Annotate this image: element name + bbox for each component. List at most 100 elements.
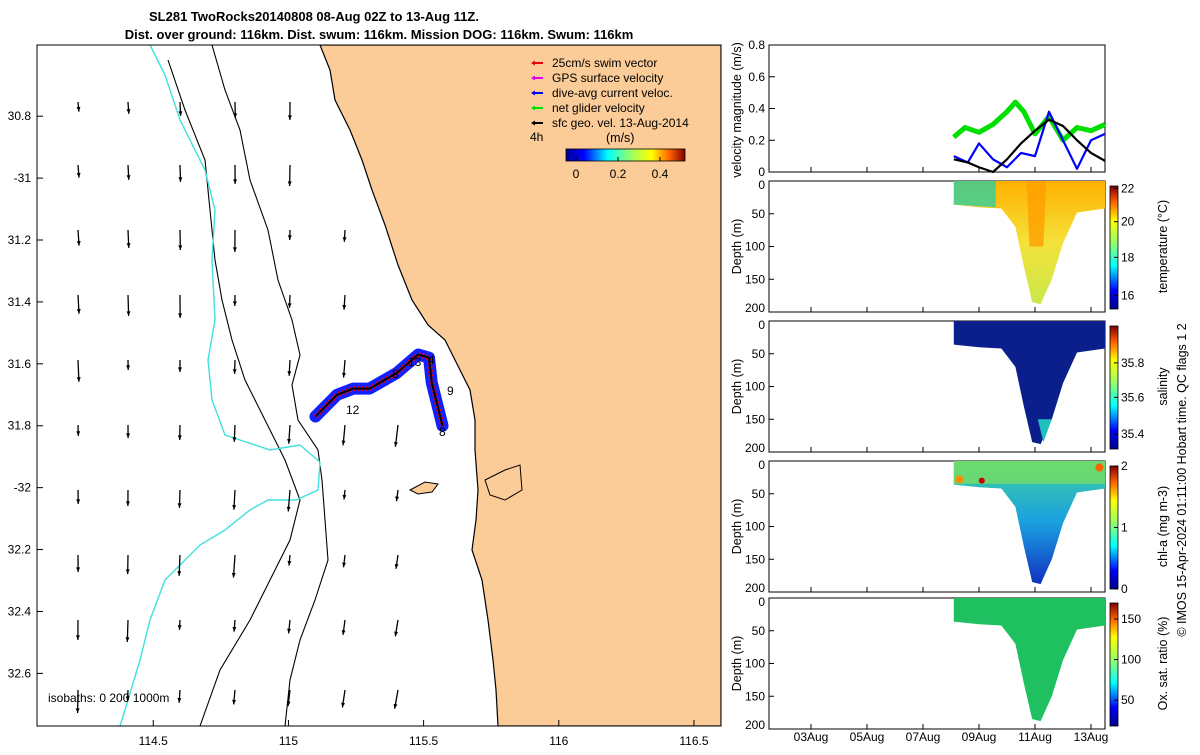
velocity-tick-label: 0.2 bbox=[748, 133, 765, 147]
track-label: 13 bbox=[408, 355, 422, 369]
section-cbar-label: chl-a (mg m-3) bbox=[1156, 486, 1170, 567]
section-y-tick-label: 50 bbox=[752, 347, 766, 361]
section-colorbar-label: 16 bbox=[1121, 288, 1135, 302]
section-y-tick-label: 150 bbox=[745, 412, 765, 426]
section-colorbar-label: 2 bbox=[1121, 459, 1128, 473]
map-y-tick-label: 30.8 bbox=[8, 109, 32, 123]
section-y-tick-label: 200 bbox=[745, 441, 765, 455]
cool-surface bbox=[954, 181, 996, 207]
section-y-tick-label: 200 bbox=[745, 718, 765, 732]
section-ylabel: Depth (m) bbox=[730, 219, 744, 275]
section-colorbar-label: 100 bbox=[1121, 653, 1141, 667]
section-colorbar-label: 150 bbox=[1121, 612, 1141, 626]
chl-high-point bbox=[979, 478, 985, 484]
section-cbar-label: Ox. sat. ratio (%) bbox=[1156, 617, 1170, 711]
map-x-tick-label: 116.5 bbox=[679, 734, 708, 748]
map-y-tick-label: 32.2 bbox=[8, 543, 32, 557]
velocity-panel: 0 0.2 0.4 0.6 0.8 velocity magnitude (m/s) bbox=[730, 38, 1105, 179]
velocity-tick-label: 0 bbox=[758, 165, 765, 179]
legend-label: net glider velocity bbox=[552, 101, 645, 115]
legend-label: dive-avg current veloc. bbox=[552, 86, 673, 100]
title-line-2: Dist. over ground: 116km. Dist. swum: 11… bbox=[125, 27, 634, 42]
section-colorbar-label: 0 bbox=[1121, 582, 1128, 596]
map-x-tick-label: 114.5 bbox=[139, 734, 168, 748]
section-y-tick-label: 0 bbox=[758, 178, 765, 192]
section-ylabel: Depth (m) bbox=[730, 359, 744, 415]
map-y-tick-label: 32.4 bbox=[8, 604, 32, 618]
map-y-tick-label: 31.6 bbox=[8, 357, 32, 371]
section-y-tick-label: 100 bbox=[745, 240, 765, 254]
speed-colorbar-label: 0.2 bbox=[610, 167, 627, 181]
velocity-tick-label: 0.4 bbox=[748, 102, 765, 116]
map-y-tick-label: 32.6 bbox=[8, 666, 32, 680]
section-y-tick-label: 200 bbox=[745, 581, 765, 595]
track-label: 9 bbox=[447, 384, 454, 398]
warm-core bbox=[1027, 181, 1047, 247]
chl-surface-layer bbox=[954, 461, 1105, 484]
time-tick-label: 09Aug bbox=[962, 730, 997, 744]
section-y-tick-label: 100 bbox=[745, 380, 765, 394]
time-tick-label: 03Aug bbox=[794, 730, 829, 744]
speed-colorbar-label: 0 bbox=[573, 167, 580, 181]
track-label: 8 bbox=[392, 367, 399, 381]
map-y-tick-label: 31.2 bbox=[8, 233, 32, 247]
section-colorbar-label: 35.4 bbox=[1121, 427, 1145, 441]
section-colorbar-label: 1 bbox=[1121, 521, 1128, 535]
section-colorbar bbox=[1110, 326, 1118, 449]
legend-item: sfc geo. vel. 13-Aug-2014 bbox=[531, 116, 689, 130]
isobaths-label: isobaths: 0 200 1000m bbox=[48, 691, 169, 705]
time-tick-label: 07Aug bbox=[906, 730, 941, 744]
map-y-tick-label: -31 bbox=[14, 171, 32, 185]
section-colorbar-label: 35.8 bbox=[1121, 356, 1145, 370]
velocity-axes bbox=[769, 45, 1105, 172]
speed-colorbar bbox=[566, 149, 685, 161]
section-ylabel: Depth (m) bbox=[730, 499, 744, 555]
section-y-tick-label: 100 bbox=[745, 657, 765, 671]
section-panel-oxygen: 0 50 100 150 200 Depth (m) 50 100 150 Ox. sat. ra… bbox=[730, 595, 1170, 732]
map-x-tick-label: 115.5 bbox=[409, 734, 438, 748]
chl-high-point bbox=[955, 475, 963, 483]
section-y-tick-label: 0 bbox=[758, 318, 765, 332]
section-y-tick-label: 150 bbox=[745, 552, 765, 566]
section-cbar-label: salinity bbox=[1156, 367, 1170, 406]
map-x-tick-label: 115 bbox=[279, 734, 298, 748]
footer-credit: © IMOS 15-Apr-2024 01:11:00 Hobart time.… bbox=[1175, 323, 1189, 636]
section-y-tick-label: 150 bbox=[745, 689, 765, 703]
section-y-tick-label: 50 bbox=[752, 207, 766, 221]
track-label: 8 bbox=[439, 425, 446, 439]
section-colorbar-label: 50 bbox=[1121, 693, 1135, 707]
velocity-tick-label: 0.8 bbox=[748, 38, 765, 52]
section-y-tick-label: 0 bbox=[758, 595, 765, 609]
legend-item: dive-avg current veloc. bbox=[531, 86, 673, 100]
map-y-tick-label: 31.4 bbox=[8, 295, 32, 309]
chl-high-point bbox=[1095, 464, 1103, 472]
section-y-tick-label: 50 bbox=[752, 487, 766, 501]
section-y-tick-label: 0 bbox=[758, 458, 765, 472]
track-label: 4 bbox=[428, 353, 435, 367]
section-ylabel: Depth (m) bbox=[730, 636, 744, 692]
section-y-tick-label: 200 bbox=[745, 301, 765, 315]
velocity-tick-label: 0.6 bbox=[748, 70, 765, 84]
velocity-ylabel: velocity magnitude (m/s) bbox=[730, 42, 744, 177]
section-colorbar bbox=[1110, 603, 1118, 726]
section-colorbar-label: 22 bbox=[1121, 181, 1135, 195]
section-y-tick-label: 50 bbox=[752, 624, 766, 638]
section-colorbar bbox=[1110, 186, 1118, 309]
legend-note-4h: 4h bbox=[530, 130, 543, 144]
map-y-tick-label: -32 bbox=[14, 481, 32, 495]
map-x-tick-label: 116 bbox=[549, 734, 568, 748]
map-y-tick-label: 31.8 bbox=[8, 419, 32, 433]
colorbar-units: (m/s) bbox=[606, 131, 634, 145]
title-line-1: SL281 TwoRocks20140808 08-Aug 02Z to 13-… bbox=[149, 9, 479, 24]
time-tick-label: 13Aug bbox=[1074, 730, 1109, 744]
legend-label: sfc geo. vel. 13-Aug-2014 bbox=[552, 116, 689, 130]
speed-colorbar-label: 0.4 bbox=[652, 167, 669, 181]
time-tick-label: 11Aug bbox=[1018, 730, 1052, 744]
